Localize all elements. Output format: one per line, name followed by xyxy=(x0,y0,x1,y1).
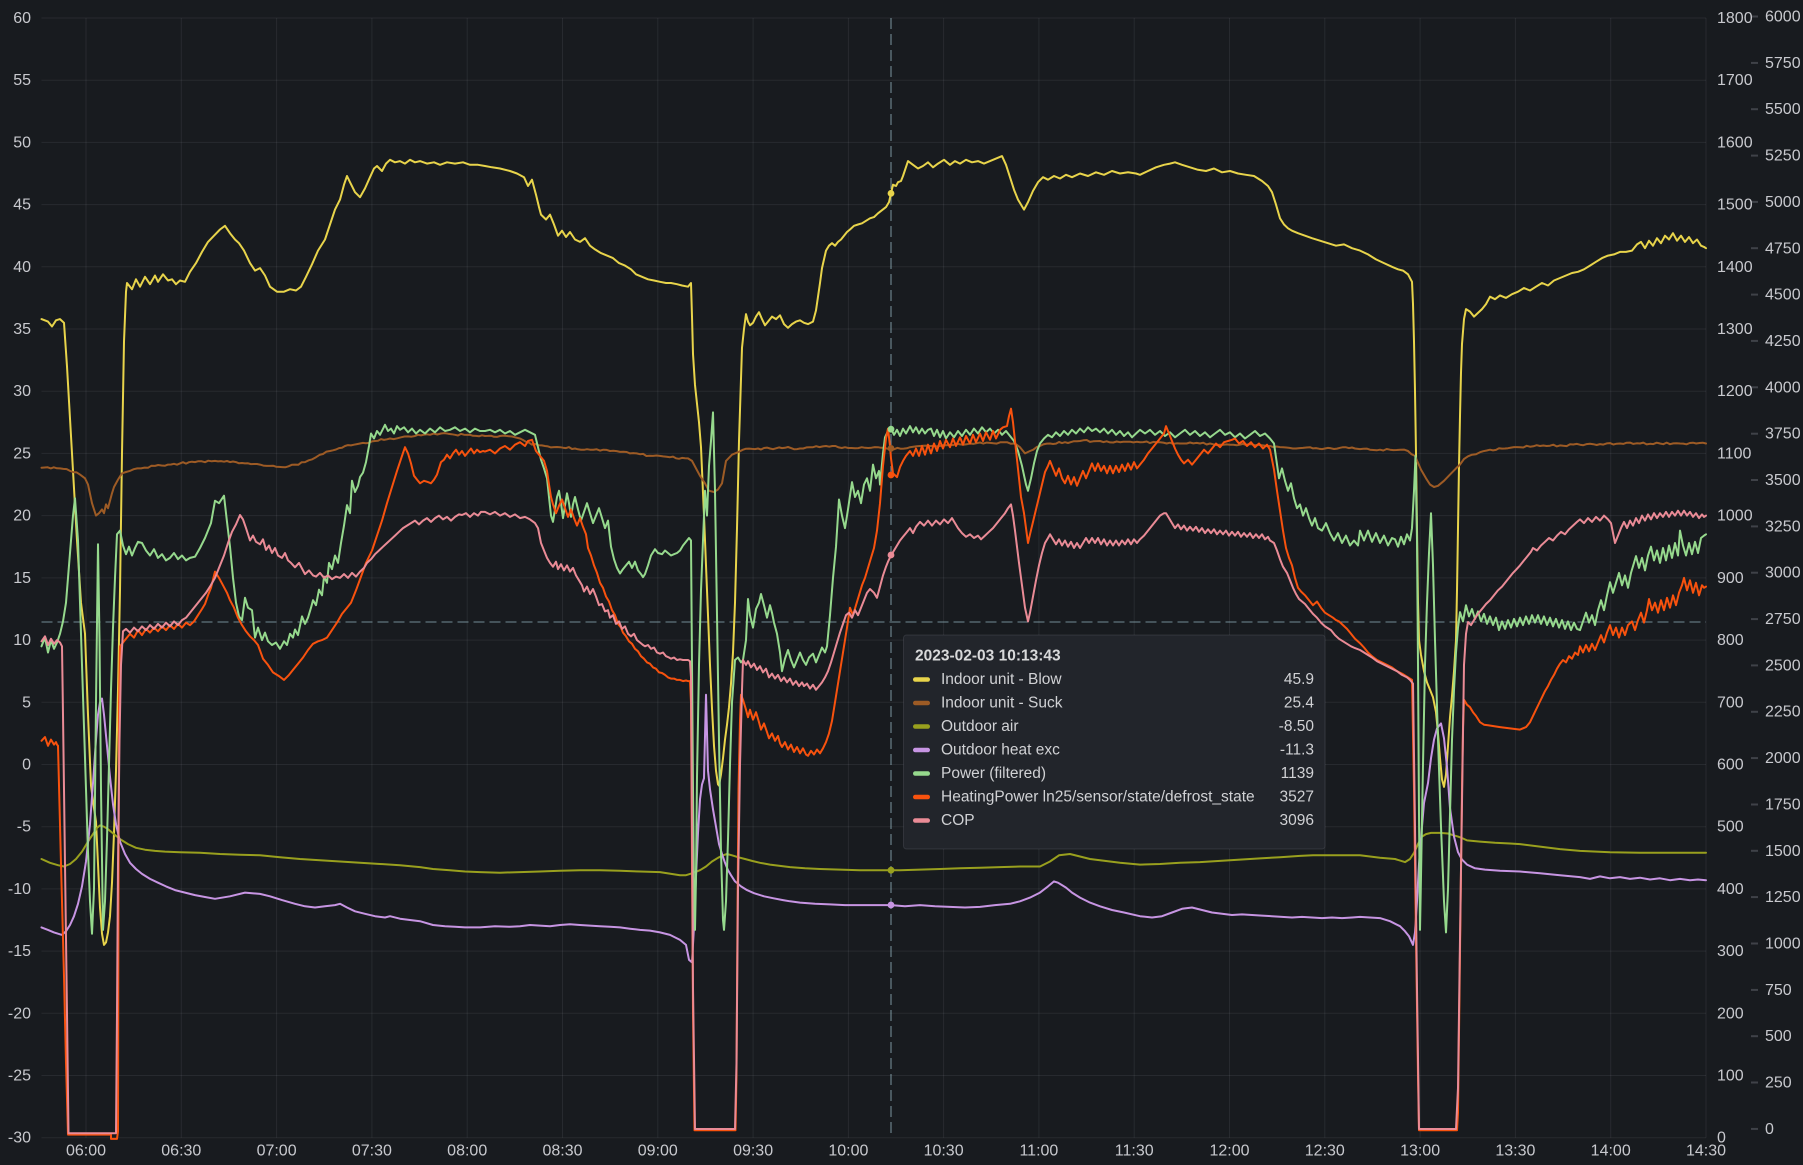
svg-text:Indoor unit - Suck: Indoor unit - Suck xyxy=(941,695,1063,712)
svg-text:30: 30 xyxy=(13,383,31,400)
svg-text:4500: 4500 xyxy=(1765,287,1801,304)
svg-text:800: 800 xyxy=(1717,632,1744,649)
svg-text:13:30: 13:30 xyxy=(1495,1143,1535,1160)
svg-text:07:30: 07:30 xyxy=(352,1143,392,1160)
svg-text:200: 200 xyxy=(1717,1005,1744,1022)
svg-text:0: 0 xyxy=(1717,1130,1726,1147)
svg-text:55: 55 xyxy=(13,72,31,89)
svg-text:45.9: 45.9 xyxy=(1284,671,1314,688)
svg-text:Power (filtered): Power (filtered) xyxy=(941,765,1046,782)
svg-text:12:00: 12:00 xyxy=(1209,1143,1249,1160)
svg-text:2023-02-03 10:13:43: 2023-02-03 10:13:43 xyxy=(915,648,1061,665)
svg-text:45: 45 xyxy=(13,197,31,214)
svg-text:-11.3: -11.3 xyxy=(1280,742,1314,759)
svg-text:3500: 3500 xyxy=(1765,472,1801,489)
svg-text:10:00: 10:00 xyxy=(828,1143,868,1160)
svg-text:5: 5 xyxy=(22,694,31,711)
svg-text:-15: -15 xyxy=(8,943,31,960)
svg-text:3096: 3096 xyxy=(1280,812,1314,829)
svg-text:Outdoor heat exc: Outdoor heat exc xyxy=(941,742,1060,759)
svg-text:0: 0 xyxy=(22,757,31,774)
svg-text:3000: 3000 xyxy=(1765,565,1801,582)
svg-text:60: 60 xyxy=(13,10,31,27)
svg-text:3527: 3527 xyxy=(1280,789,1314,806)
svg-text:1750: 1750 xyxy=(1765,797,1801,814)
svg-text:500: 500 xyxy=(1765,1028,1792,1045)
svg-text:1300: 1300 xyxy=(1717,321,1753,338)
svg-text:5000: 5000 xyxy=(1765,194,1801,211)
svg-text:09:30: 09:30 xyxy=(733,1143,773,1160)
svg-text:3250: 3250 xyxy=(1765,518,1801,535)
svg-text:5750: 5750 xyxy=(1765,55,1801,72)
svg-text:15: 15 xyxy=(13,570,31,587)
svg-text:1000: 1000 xyxy=(1717,508,1753,525)
svg-text:300: 300 xyxy=(1717,943,1744,960)
svg-text:11:00: 11:00 xyxy=(1019,1143,1058,1160)
svg-text:HeatingPower ln25/sensor/state: HeatingPower ln25/sensor/state/defrost_s… xyxy=(941,789,1255,806)
svg-text:-10: -10 xyxy=(8,881,31,898)
svg-text:1500: 1500 xyxy=(1765,843,1801,860)
svg-text:1600: 1600 xyxy=(1717,134,1753,151)
svg-text:700: 700 xyxy=(1717,694,1744,711)
svg-text:1800: 1800 xyxy=(1717,10,1753,27)
svg-text:2750: 2750 xyxy=(1765,611,1801,628)
svg-text:COP: COP xyxy=(941,812,975,829)
svg-text:1139: 1139 xyxy=(1281,765,1314,782)
svg-text:Indoor unit - Blow: Indoor unit - Blow xyxy=(941,671,1062,688)
svg-text:13:00: 13:00 xyxy=(1400,1143,1440,1160)
svg-text:5250: 5250 xyxy=(1765,148,1801,165)
svg-text:250: 250 xyxy=(1765,1075,1792,1092)
svg-text:500: 500 xyxy=(1717,819,1744,836)
svg-text:2250: 2250 xyxy=(1765,704,1801,721)
svg-text:50: 50 xyxy=(13,134,31,151)
svg-text:4750: 4750 xyxy=(1765,240,1801,257)
svg-text:2500: 2500 xyxy=(1765,657,1801,674)
svg-text:900: 900 xyxy=(1717,570,1744,587)
svg-text:14:00: 14:00 xyxy=(1591,1143,1631,1160)
svg-text:14:30: 14:30 xyxy=(1686,1143,1726,1160)
svg-text:10:30: 10:30 xyxy=(924,1143,964,1160)
svg-text:600: 600 xyxy=(1717,757,1744,774)
svg-text:08:00: 08:00 xyxy=(447,1143,487,1160)
svg-text:4000: 4000 xyxy=(1765,379,1801,396)
svg-text:100: 100 xyxy=(1717,1068,1744,1085)
svg-text:5500: 5500 xyxy=(1765,101,1801,118)
svg-text:20: 20 xyxy=(13,508,31,525)
svg-text:Outdoor air: Outdoor air xyxy=(941,718,1019,735)
svg-text:400: 400 xyxy=(1717,881,1744,898)
svg-text:-8.50: -8.50 xyxy=(1279,718,1315,735)
svg-text:35: 35 xyxy=(13,321,31,338)
svg-text:-25: -25 xyxy=(8,1068,31,1085)
svg-text:40: 40 xyxy=(13,259,31,276)
svg-text:1100: 1100 xyxy=(1717,445,1752,462)
svg-text:08:30: 08:30 xyxy=(542,1143,582,1160)
svg-text:-5: -5 xyxy=(17,819,31,836)
svg-text:2000: 2000 xyxy=(1765,750,1801,767)
svg-text:10: 10 xyxy=(13,632,31,649)
svg-text:6000: 6000 xyxy=(1765,9,1801,26)
svg-text:25: 25 xyxy=(13,445,31,462)
svg-text:09:00: 09:00 xyxy=(638,1143,678,1160)
svg-text:1400: 1400 xyxy=(1717,259,1753,276)
svg-text:1200: 1200 xyxy=(1717,383,1753,400)
svg-text:12:30: 12:30 xyxy=(1305,1143,1345,1160)
svg-text:-20: -20 xyxy=(8,1005,31,1022)
svg-text:25.4: 25.4 xyxy=(1284,695,1315,712)
svg-text:3750: 3750 xyxy=(1765,426,1801,443)
svg-text:750: 750 xyxy=(1765,982,1792,999)
svg-text:06:30: 06:30 xyxy=(161,1143,201,1160)
svg-text:1700: 1700 xyxy=(1717,72,1753,89)
svg-text:07:00: 07:00 xyxy=(257,1143,297,1160)
svg-text:11:30: 11:30 xyxy=(1115,1143,1154,1160)
svg-text:4250: 4250 xyxy=(1765,333,1801,350)
svg-text:06:00: 06:00 xyxy=(66,1143,106,1160)
svg-text:1000: 1000 xyxy=(1765,936,1801,953)
svg-text:-30: -30 xyxy=(8,1130,31,1147)
svg-text:1500: 1500 xyxy=(1717,197,1753,214)
svg-text:1250: 1250 xyxy=(1765,889,1801,906)
svg-text:0: 0 xyxy=(1765,1121,1774,1138)
